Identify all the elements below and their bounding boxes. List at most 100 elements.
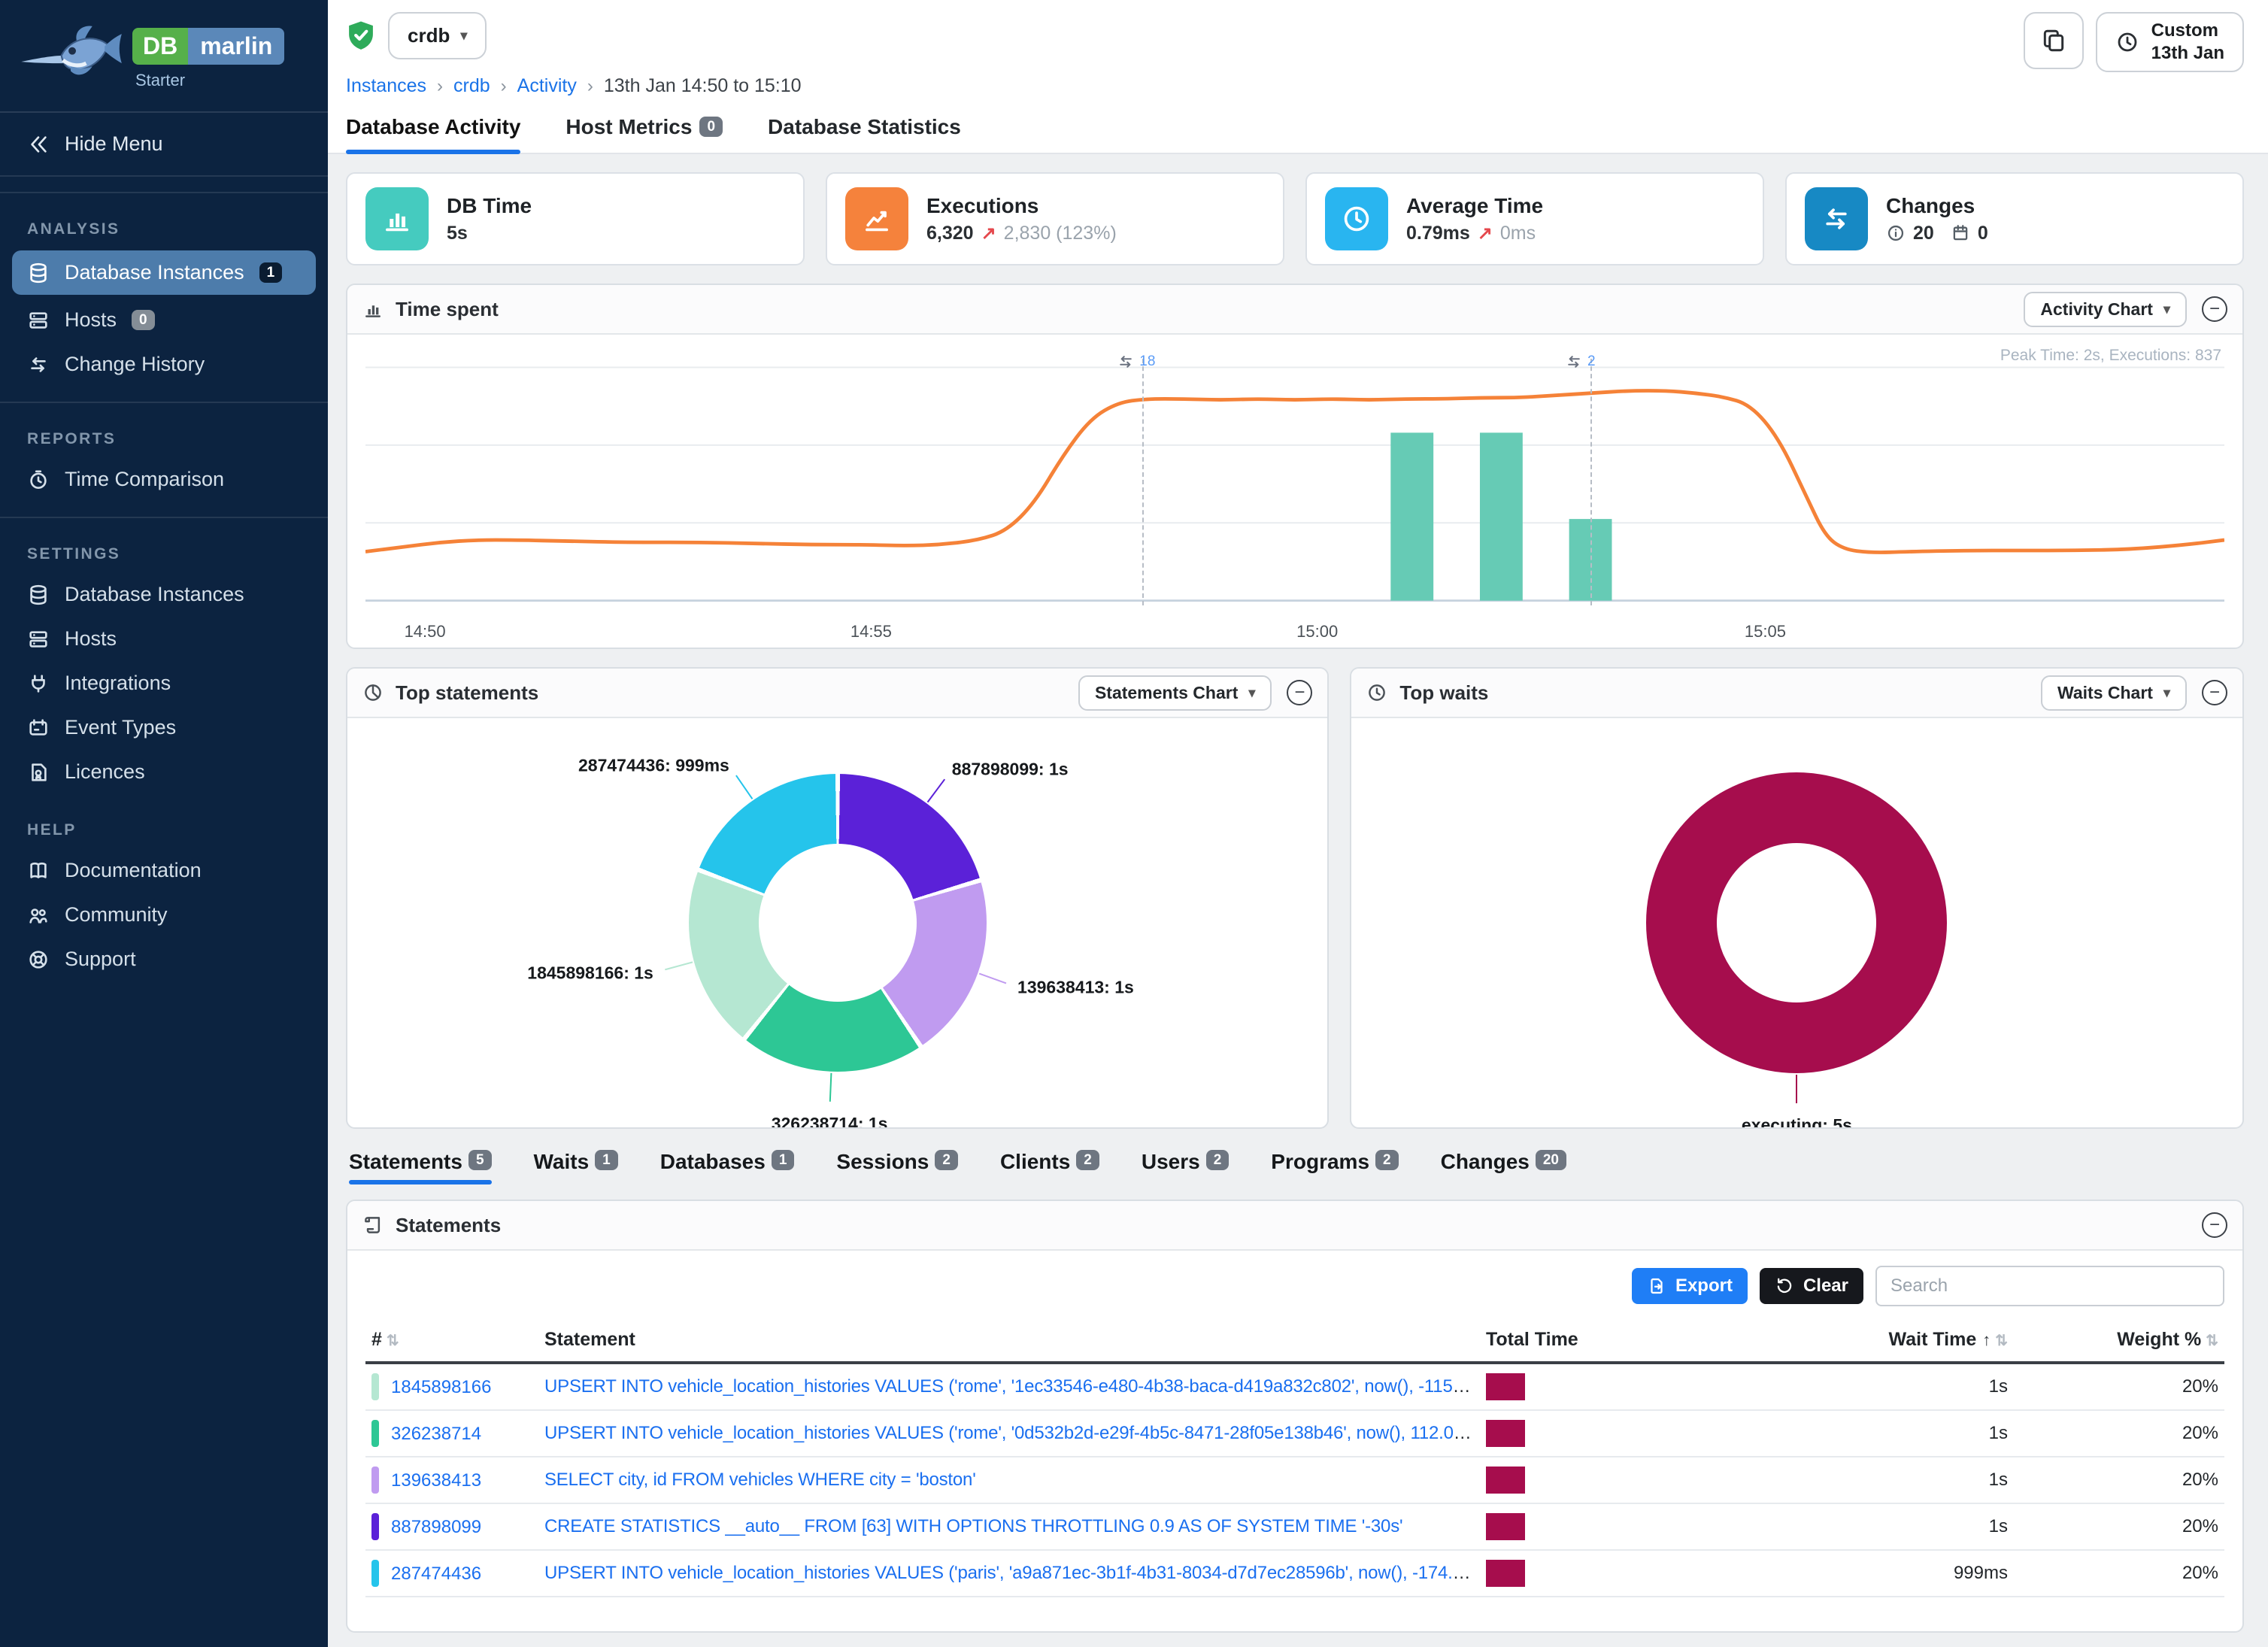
sidebar-item-change-history[interactable]: Change History (0, 342, 328, 387)
sort-icon: ⇅ (2206, 1333, 2218, 1349)
sidebar-item-support[interactable]: Support (0, 937, 328, 981)
statement-text-cell: UPSERT INTO vehicle_location_histories V… (538, 1363, 1480, 1411)
detail-tab-clients[interactable]: Clients 2 (1000, 1150, 1099, 1184)
collapse-panel-button[interactable]: − (2202, 1212, 2227, 1238)
hide-menu-button[interactable]: Hide Menu (0, 113, 328, 177)
export-button[interactable]: Export (1631, 1268, 1748, 1304)
breadcrumb-item[interactable]: Activity (517, 75, 577, 96)
time-spent-chart[interactable]: 18 2 14:50 14:55 15:00 15:05 (365, 347, 2224, 642)
topbar: crdb ▾ Custom 13th Jan (328, 0, 2268, 154)
breadcrumb-item[interactable]: Instances (346, 75, 427, 96)
tab-database-activity[interactable]: Database Activity (346, 115, 521, 154)
change-marker[interactable]: 2 (1568, 353, 1596, 605)
time-range-button[interactable]: Custom 13th Jan (2095, 12, 2244, 72)
sidebar-item-label: Support (65, 948, 136, 970)
sidebar-item-time-comparison[interactable]: Time Comparison (0, 457, 328, 502)
collapse-panel-button[interactable]: − (2202, 680, 2227, 705)
chevron-down-icon: ▾ (460, 28, 468, 43)
donut-slice-label: 887898099: 1s (951, 759, 1069, 779)
average-time-value: 0.79ms (1406, 222, 1470, 244)
top-statements-donut[interactable]: 887898099: 1s 139638413: 1s 326238714: 1s 1… (347, 718, 1327, 1127)
column-header-wait-time[interactable]: Wait Time ↑ ⇅ (1690, 1318, 2014, 1364)
chevron-down-icon: ▾ (1248, 684, 1256, 700)
clear-button[interactable]: Clear (1759, 1268, 1863, 1304)
weight-cell: 20% (2014, 1550, 2224, 1597)
sidebar-item-community[interactable]: Community (0, 893, 328, 937)
sidebar-item-licences[interactable]: Licences (0, 750, 328, 794)
sidebar-item-database-instances[interactable]: Database Instances 1 (12, 250, 316, 295)
x-axis-tick: 15:00 (1296, 622, 1339, 641)
column-header-weight[interactable]: Weight % ⇅ (2014, 1318, 2224, 1364)
donut-ring[interactable] (689, 774, 987, 1072)
card-title: DB Time (447, 193, 532, 217)
executions-value: 6,320 (926, 222, 974, 244)
donut-hole (759, 844, 917, 1002)
statement-id-link[interactable]: 326238714 (391, 1424, 482, 1444)
detail-tab-statements[interactable]: Statements 5 (349, 1150, 492, 1184)
bar-chart-icon (365, 187, 429, 250)
waits-chart-selector[interactable]: Waits Chart ▾ (2041, 675, 2187, 711)
collapse-panel-button[interactable]: − (1287, 680, 1313, 705)
card-title: Executions (926, 193, 1039, 217)
health-shield-icon (346, 20, 376, 53)
sidebar-item-database-instances[interactable]: Database Instances (0, 572, 328, 617)
statement-link[interactable]: SELECT city, id FROM vehicles WHERE city… (544, 1470, 976, 1490)
count-badge: 2 (1076, 1150, 1099, 1170)
sidebar-item-hosts[interactable]: Hosts (0, 617, 328, 661)
instance-selector-button[interactable]: crdb ▾ (388, 12, 487, 59)
count-badge: 0 (699, 117, 723, 137)
change-marker[interactable]: 18 (1120, 353, 1155, 605)
brand-db: DB (132, 27, 189, 65)
detail-tab-sessions[interactable]: Sessions 2 (836, 1150, 958, 1184)
breadcrumb-item[interactable]: crdb (453, 75, 490, 96)
tab-label: Waits (533, 1150, 590, 1173)
statement-id-link[interactable]: 1845898166 (391, 1377, 492, 1397)
statement-id-link[interactable]: 287474436 (391, 1564, 482, 1584)
statements-chart-selector[interactable]: Statements Chart ▾ (1078, 675, 1272, 711)
color-chip (371, 1513, 379, 1540)
sidebar-item-hosts[interactable]: Hosts 0 (0, 298, 328, 342)
tab-database-statistics[interactable]: Database Statistics (768, 115, 961, 153)
database-icon (27, 584, 50, 606)
activity-chart-selector[interactable]: Activity Chart ▾ (2024, 291, 2187, 327)
statement-link[interactable]: UPSERT INTO vehicle_location_histories V… (544, 1376, 1480, 1397)
sidebar-item-event-types[interactable]: Event Types (0, 705, 328, 750)
copy-button[interactable] (2023, 12, 2084, 69)
detail-tab-changes[interactable]: Changes 20 (1441, 1150, 1566, 1184)
donut-ring[interactable] (1646, 772, 1948, 1073)
detail-tab-waits[interactable]: Waits 1 (534, 1150, 618, 1184)
breadcrumb-separator: › (500, 75, 507, 96)
count-badge: 5 (468, 1150, 492, 1170)
sidebar-item-integrations[interactable]: Integrations (0, 661, 328, 705)
total-time-cell (1480, 1550, 1690, 1597)
donut-slice-label: 287474436: 999ms (578, 755, 729, 775)
weight-cell: 20% (2014, 1363, 2224, 1411)
statement-link[interactable]: CREATE STATISTICS __auto__ FROM [63] WIT… (544, 1516, 1403, 1536)
detail-tab-databases[interactable]: Databases 1 (660, 1150, 795, 1184)
dbmarlin-logo[interactable]: DB marlin Starter (0, 0, 328, 113)
collapse-panel-button[interactable]: − (2202, 296, 2227, 322)
wait-time-cell: 1s (1690, 1457, 2014, 1504)
sidebar-item-documentation[interactable]: Documentation (0, 848, 328, 893)
detail-tab-users[interactable]: Users 2 (1142, 1150, 1230, 1184)
table-row: 287474436 UPSERT INTO vehicle_location_hi… (365, 1550, 2224, 1597)
detail-tab-programs[interactable]: Programs 2 (1271, 1150, 1399, 1184)
search-input[interactable] (1875, 1266, 2224, 1306)
tab-host-metrics[interactable]: Host Metrics 0 (565, 115, 723, 153)
statement-link[interactable]: UPSERT INTO vehicle_location_histories V… (544, 1423, 1480, 1443)
chevron-down-icon: ▾ (2163, 684, 2170, 700)
column-header-total-time[interactable]: Total Time (1480, 1318, 1690, 1364)
weight-cell: 20% (2014, 1410, 2224, 1457)
sidebar-item-label: Documentation (65, 859, 202, 881)
statement-id-link[interactable]: 887898099 (391, 1517, 482, 1537)
statement-link[interactable]: UPSERT INTO vehicle_location_histories V… (544, 1563, 1480, 1583)
column-header-statement[interactable]: Statement (538, 1318, 1480, 1364)
column-header-id[interactable]: # ⇅ (365, 1318, 538, 1364)
top-waits-donut[interactable]: executing: 5s (1351, 718, 2242, 1127)
x-axis-tick: 14:50 (404, 622, 446, 641)
card-title: Average Time (1406, 193, 1544, 217)
total-time-cell (1480, 1457, 1690, 1504)
donut-slice-label: 326238714: 1s (771, 1113, 888, 1129)
statement-id-link[interactable]: 139638413 (391, 1470, 482, 1491)
clock-icon (2115, 30, 2139, 54)
